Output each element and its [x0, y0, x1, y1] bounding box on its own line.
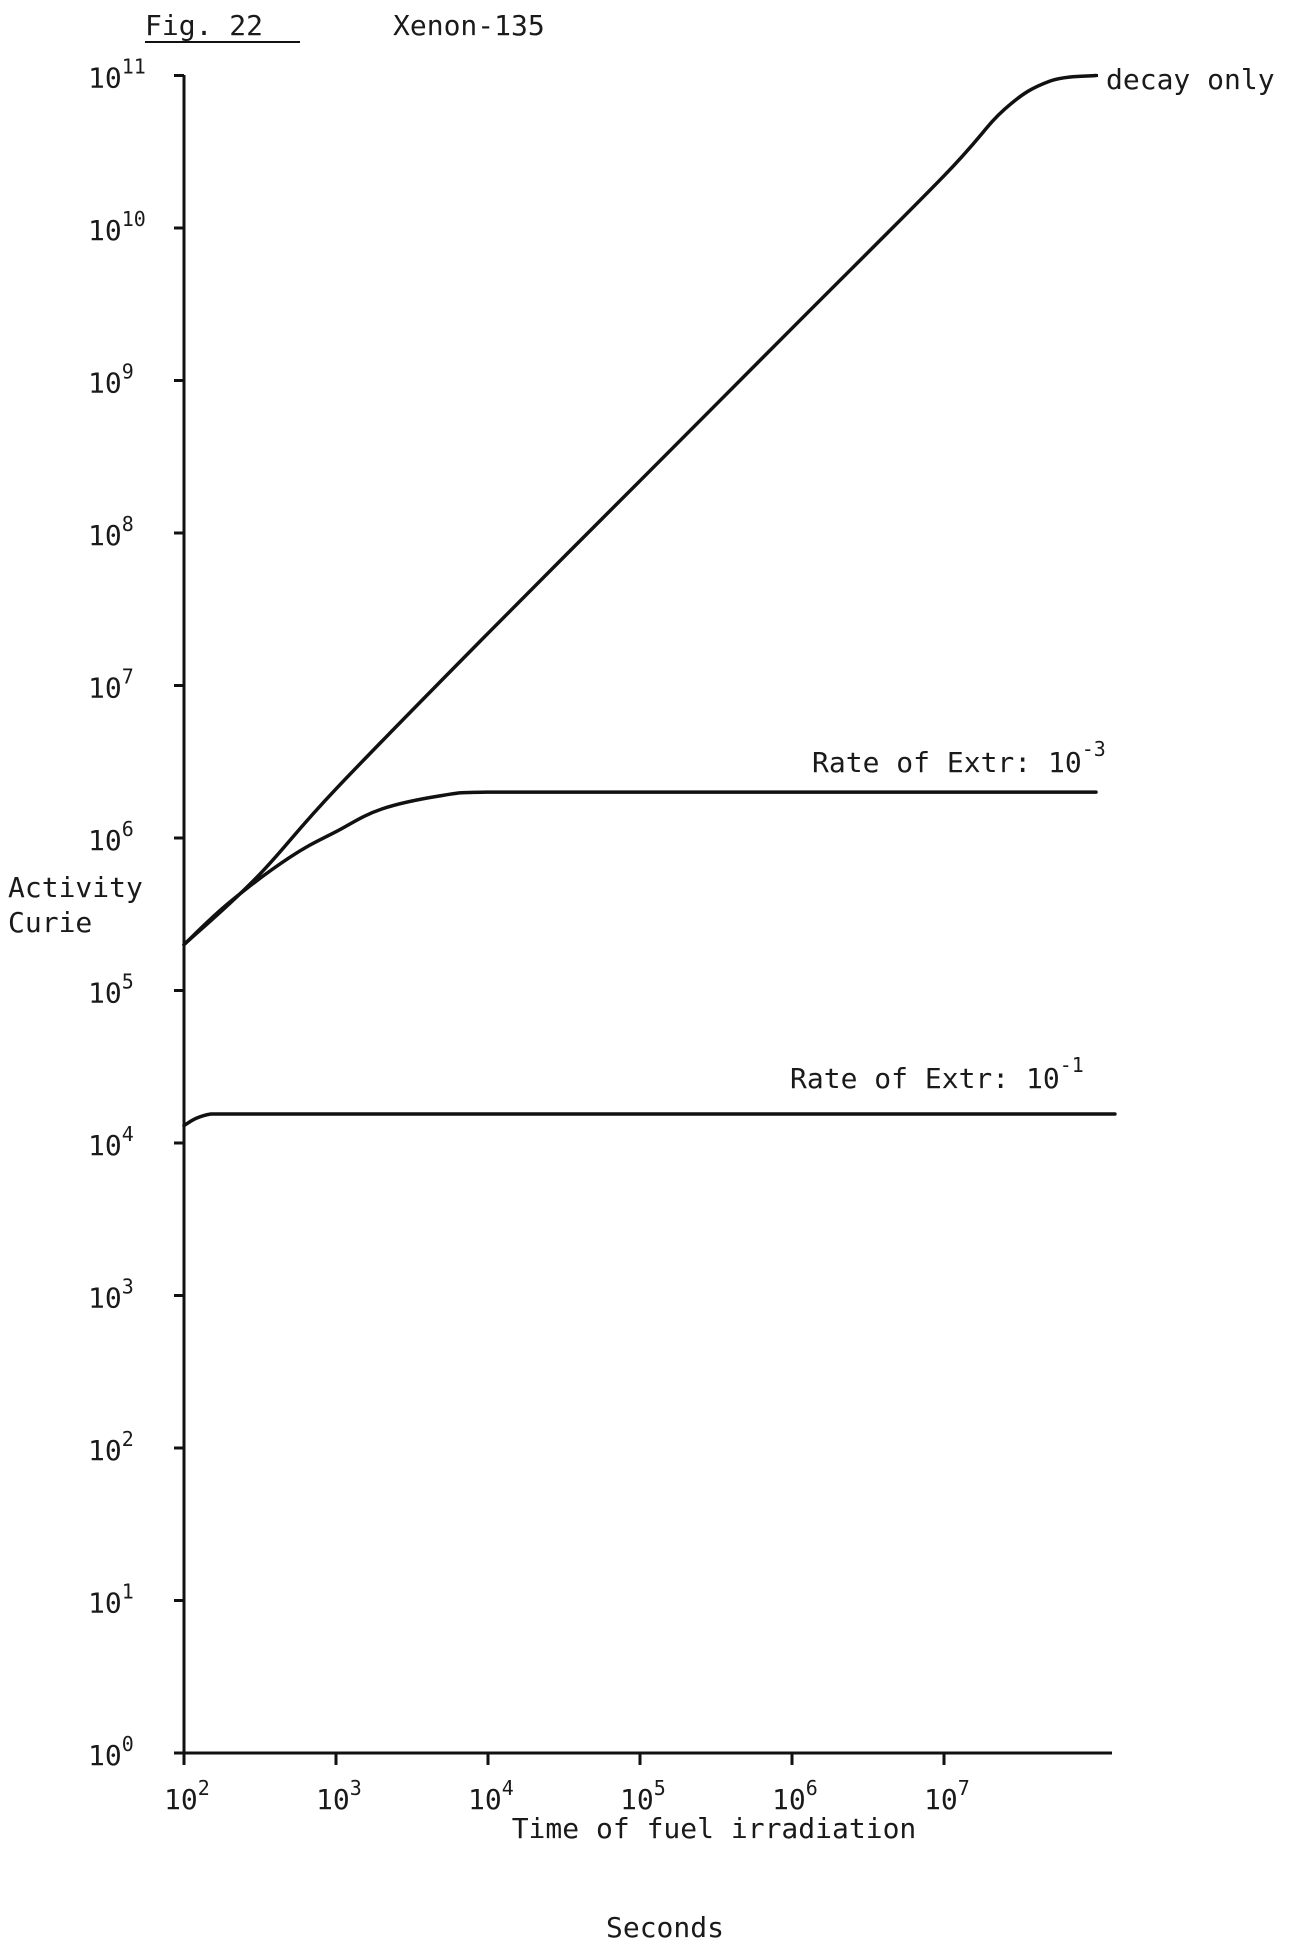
- y-tick-label-exponent: 5: [122, 970, 134, 994]
- x-tick-label: 105: [620, 1776, 666, 1816]
- y-tick-label-base: 10: [88, 1434, 122, 1467]
- x-tick-label-base: 10: [620, 1783, 654, 1816]
- y-tick-label: 107: [88, 665, 134, 705]
- y-tick-label: 109: [88, 360, 134, 400]
- series-label: Rate of Extr: 10-3: [812, 737, 1106, 779]
- series-label-text: decay only: [1106, 63, 1275, 96]
- series-label-exponent: -1: [1060, 1053, 1084, 1077]
- y-tick-label-base: 10: [88, 214, 122, 247]
- y-tick-label-base: 10: [88, 62, 122, 95]
- x-tick-label-base: 10: [468, 1783, 502, 1816]
- y-tick-label-exponent: 0: [122, 1732, 134, 1756]
- y-tick-label-base: 10: [88, 367, 122, 400]
- y-tick-label-exponent: 8: [122, 512, 134, 536]
- x-tick-label-exponent: 3: [350, 1776, 362, 1800]
- x-tick-label-exponent: 7: [958, 1776, 970, 1800]
- x-tick-label-exponent: 4: [502, 1776, 514, 1800]
- y-tick-label-base: 10: [88, 1129, 122, 1162]
- x-axis-unit: Seconds: [606, 1911, 724, 1944]
- series-label: decay only: [1106, 63, 1275, 96]
- y-axis-unit: Curie: [8, 906, 92, 939]
- y-tick-label-exponent: 6: [122, 817, 134, 841]
- y-tick-label-exponent: 3: [122, 1275, 134, 1299]
- y-tick-label: 104: [88, 1122, 134, 1162]
- x-tick-label: 106: [772, 1776, 818, 1816]
- y-tick-label: 106: [88, 817, 134, 857]
- y-tick-label: 105: [88, 970, 134, 1010]
- series-line: [182, 73, 1098, 947]
- y-tick-label-exponent: 11: [122, 55, 146, 79]
- y-axis-label: Activity: [8, 871, 143, 904]
- y-tick-label: 1011: [88, 55, 146, 95]
- y-tick-label: 103: [88, 1275, 134, 1315]
- x-tick-label-base: 10: [772, 1783, 806, 1816]
- series-line: [182, 790, 1098, 947]
- x-axis-label: Time of fuel irradiation: [512, 1812, 917, 1845]
- series-lines: [182, 73, 1117, 1128]
- y-tick-label-base: 10: [88, 672, 122, 705]
- y-tick-label-exponent: 10: [122, 207, 146, 231]
- y-tick-label: 101: [88, 1580, 134, 1620]
- axis-ticks: 1001011021031041051061071081091010101110…: [88, 55, 970, 1817]
- x-tick-label: 104: [468, 1776, 514, 1816]
- chart-title: Xenon-135: [393, 9, 545, 42]
- y-tick-label-base: 10: [88, 824, 122, 857]
- y-tick-label-base: 10: [88, 1739, 122, 1772]
- series-label-exponent: -3: [1082, 737, 1106, 761]
- series-label-text: Rate of Extr: 10: [790, 1062, 1060, 1095]
- y-tick-label-exponent: 2: [122, 1427, 134, 1451]
- y-tick-label: 102: [88, 1427, 134, 1467]
- y-tick-label-base: 10: [88, 1282, 122, 1315]
- y-tick-label: 108: [88, 512, 134, 552]
- y-tick-label-base: 10: [88, 1587, 122, 1620]
- x-tick-label-exponent: 5: [654, 1776, 666, 1800]
- series-line: [182, 1112, 1117, 1128]
- y-tick-label-base: 10: [88, 977, 122, 1010]
- x-tick-label: 107: [924, 1776, 970, 1816]
- y-tick-label-exponent: 7: [122, 665, 134, 689]
- series-label: Rate of Extr: 10-1: [790, 1053, 1084, 1095]
- y-tick-label-base: 10: [88, 519, 122, 552]
- series-label-text: Rate of Extr: 10: [812, 746, 1082, 779]
- y-tick-label: 100: [88, 1732, 134, 1772]
- y-tick-label-exponent: 4: [122, 1122, 134, 1146]
- x-tick-label: 103: [316, 1776, 362, 1816]
- y-tick-label-exponent: 1: [122, 1580, 134, 1604]
- x-tick-label-exponent: 6: [806, 1776, 818, 1800]
- x-tick-label-exponent: 2: [198, 1776, 210, 1800]
- y-tick-label-exponent: 9: [122, 360, 134, 384]
- x-tick-label-base: 10: [316, 1783, 350, 1816]
- x-tick-label-base: 10: [164, 1783, 198, 1816]
- figure-label: Fig. 22: [145, 9, 263, 42]
- y-tick-label: 1010: [88, 207, 146, 247]
- x-tick-label: 102: [164, 1776, 210, 1816]
- x-tick-label-base: 10: [924, 1783, 958, 1816]
